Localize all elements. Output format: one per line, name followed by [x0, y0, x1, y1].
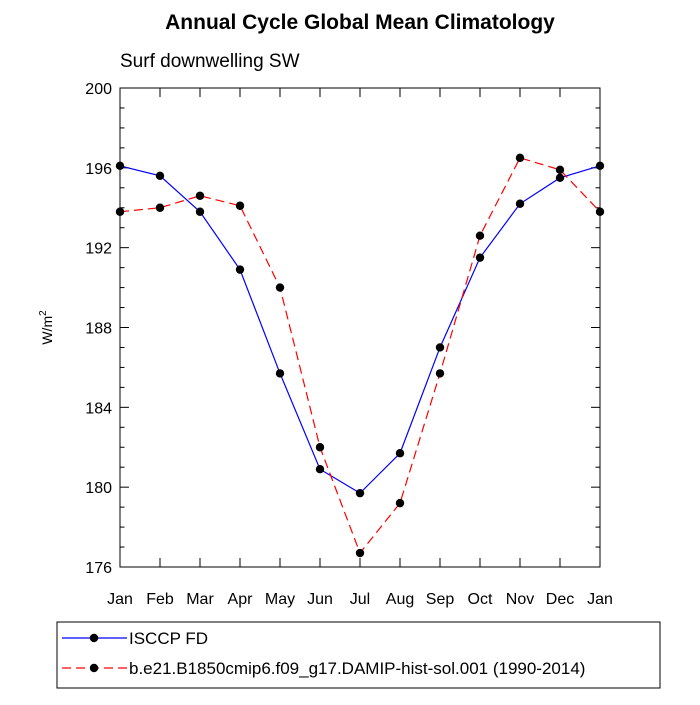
series-1-point	[555, 173, 565, 183]
series-1-point	[595, 161, 605, 171]
series-1-point	[235, 265, 245, 274]
plot-area: 176 180 184 188 192 196 200 Jan Feb Mar Apr May Jun J…	[38, 81, 613, 608]
legend-box	[56, 621, 661, 689]
series-2-point	[555, 165, 565, 175]
y-tick-label: 184	[85, 400, 112, 417]
y-tick-label: 200	[85, 81, 112, 98]
series-1-point	[315, 465, 325, 474]
y-tick-label: 196	[85, 161, 112, 178]
legend-marker-1	[89, 633, 99, 643]
series-2-point	[115, 207, 125, 216]
series-2-point	[435, 369, 445, 378]
y-tick-label: 176	[85, 560, 112, 577]
x-tick-label: Jan	[107, 591, 133, 608]
y-tick-label: 188	[85, 321, 112, 338]
y-tick-label: 180	[85, 480, 112, 497]
series-1-point	[515, 199, 525, 208]
chart-subtitle: Surf downwelling SW	[120, 51, 300, 72]
x-tick-label: Sep	[426, 591, 455, 608]
x-tick-label: Oct	[468, 591, 493, 608]
legend-label-2: b.e21.B1850cmip6.f09_g17.DAMIP-hist-sol.…	[129, 659, 585, 678]
series-2-point	[355, 548, 365, 558]
series-1-point	[195, 207, 205, 216]
series-1-point	[115, 161, 125, 171]
series-2-point	[595, 207, 605, 216]
y-tick-label: 192	[85, 241, 112, 258]
series-1-point	[435, 343, 445, 352]
series-2-point	[315, 443, 325, 452]
series-1-point	[275, 369, 285, 378]
x-tick-label: Dec	[546, 591, 574, 608]
y-axis-label-text: W/m	[39, 316, 55, 345]
x-tick-label: Jun	[307, 591, 333, 608]
y-axis-label-superscript: 2	[38, 310, 49, 316]
legend: ISCCP FD b.e21.B1850cmip6.f09_g17.DAMIP-h…	[56, 621, 661, 689]
x-tick-label: Jul	[350, 591, 370, 608]
x-tick-label: Feb	[146, 591, 174, 608]
legend-marker-2	[89, 663, 99, 673]
series-1-point	[155, 171, 165, 181]
series-2-point	[475, 231, 485, 240]
legend-label-1: ISCCP FD	[129, 629, 208, 648]
x-tick-label: Aug	[386, 591, 414, 608]
series-1-point	[355, 488, 365, 498]
series-2-point	[235, 201, 245, 210]
series-2-point	[195, 191, 205, 200]
series-1-point	[475, 253, 485, 262]
series-line-1	[119, 165, 601, 494]
x-tick-label: May	[265, 591, 295, 608]
x-tick-label: Jan	[587, 591, 613, 608]
series-2-point	[515, 153, 525, 163]
x-tick-label: Mar	[186, 591, 214, 608]
x-tick-label: Apr	[228, 591, 254, 608]
y-axis-label: W/m2	[38, 310, 55, 345]
series-1-point	[395, 449, 405, 458]
series-2-point	[155, 203, 165, 212]
x-tick-label: Nov	[506, 591, 534, 608]
series-2-point	[395, 498, 405, 508]
series-2-point	[275, 283, 285, 292]
chart-title: Annual Cycle Global Mean Climatology	[165, 11, 555, 34]
